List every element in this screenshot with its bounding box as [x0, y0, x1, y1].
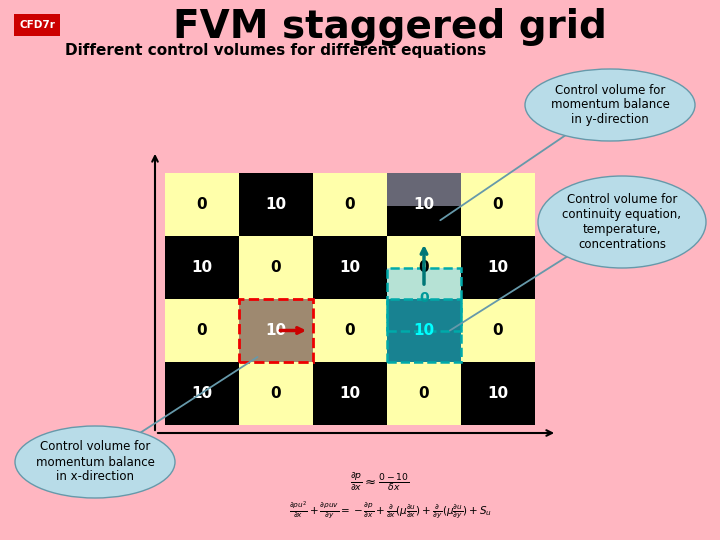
Bar [239, 299, 313, 362]
Bar [461, 173, 535, 236]
Text: 0: 0 [345, 197, 355, 212]
Bar [239, 299, 313, 362]
Text: 10: 10 [413, 197, 435, 212]
Bar [387, 173, 461, 206]
Bar [239, 173, 313, 236]
Ellipse shape [538, 176, 706, 268]
Text: 0: 0 [197, 323, 207, 338]
Text: 0: 0 [419, 260, 429, 275]
Text: 10: 10 [339, 260, 361, 275]
Text: 0: 0 [419, 291, 429, 305]
Text: 0: 0 [271, 386, 282, 401]
Text: 10: 10 [266, 323, 287, 338]
Bar [387, 299, 461, 362]
Bar [387, 267, 461, 299]
Text: 10: 10 [487, 386, 508, 401]
Bar [165, 173, 239, 236]
Text: 0: 0 [492, 197, 503, 212]
Bar [14, 14, 60, 36]
Text: 10: 10 [339, 386, 361, 401]
Text: 0: 0 [419, 386, 429, 401]
Bar [387, 362, 461, 425]
Bar [387, 267, 461, 330]
Text: Control volume for
momentum balance
in x-direction: Control volume for momentum balance in x… [35, 441, 154, 483]
Text: $\frac{\partial p}{\partial x} \approx \frac{0-10}{\delta x}$: $\frac{\partial p}{\partial x} \approx \… [350, 470, 410, 494]
Bar [387, 236, 461, 299]
Bar [461, 362, 535, 425]
Bar [239, 236, 313, 299]
Text: 10: 10 [266, 197, 287, 212]
Text: 0: 0 [492, 323, 503, 338]
Text: 10: 10 [487, 260, 508, 275]
Bar [461, 236, 535, 299]
Bar [239, 362, 313, 425]
Text: Different control volumes for different equations: Different control volumes for different … [65, 43, 486, 57]
Bar [165, 362, 239, 425]
Bar [313, 236, 387, 299]
Bar [165, 299, 239, 362]
Bar [387, 173, 461, 236]
Text: FVM staggered grid: FVM staggered grid [173, 8, 607, 46]
Bar [387, 299, 461, 362]
Text: 0: 0 [197, 197, 207, 212]
Ellipse shape [525, 69, 695, 141]
Bar [239, 299, 313, 362]
Bar [461, 299, 535, 362]
Bar [387, 299, 461, 362]
Text: 10: 10 [413, 323, 435, 338]
Bar [313, 299, 387, 362]
Bar [313, 173, 387, 236]
Text: $\frac{\partial \rho u^2}{\partial x} + \frac{\partial \rho uv}{\partial y}= -\f: $\frac{\partial \rho u^2}{\partial x} + … [289, 500, 492, 521]
Bar [313, 362, 387, 425]
Text: 10: 10 [192, 386, 212, 401]
Text: 10: 10 [192, 260, 212, 275]
Ellipse shape [15, 426, 175, 498]
Text: Control volume for
momentum balance
in y-direction: Control volume for momentum balance in y… [551, 84, 670, 126]
Text: CFD7r: CFD7r [19, 20, 55, 30]
Text: Control volume for
continuity equation,
temperature,
concentrations: Control volume for continuity equation, … [562, 193, 682, 251]
Bar [165, 236, 239, 299]
Text: 0: 0 [271, 260, 282, 275]
Text: 0: 0 [345, 323, 355, 338]
